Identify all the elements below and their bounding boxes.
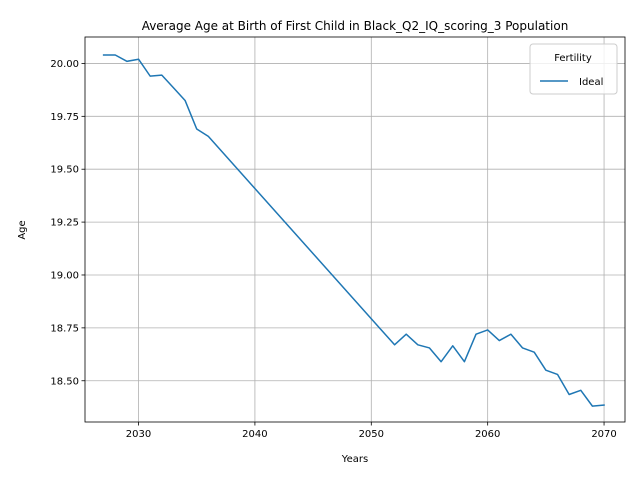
grid (85, 37, 625, 422)
chart-title: Average Age at Birth of First Child in B… (142, 19, 569, 33)
legend-label-ideal: Ideal (579, 77, 603, 88)
x-axis-label: Years (341, 454, 368, 465)
legend-title: Fertility (554, 53, 592, 64)
x-tick-label: 2030 (126, 429, 151, 440)
x-axis-ticks: 2030 2040 2050 2060 2070 (126, 422, 617, 440)
y-tick-label: 19.75 (50, 112, 79, 123)
series-line-ideal (102, 54, 605, 407)
y-tick-label: 20.00 (50, 59, 79, 70)
plot-area-frame (84, 36, 626, 423)
x-tick-label: 2050 (359, 429, 384, 440)
y-tick-label: 18.75 (50, 323, 79, 334)
legend-box (529, 43, 618, 95)
y-tick-label: 18.50 (50, 376, 79, 387)
x-tick-label: 2060 (475, 429, 500, 440)
x-tick-label: 2040 (242, 429, 267, 440)
y-tick-label: 19.50 (50, 165, 79, 176)
y-tick-label: 19.00 (50, 270, 79, 281)
y-tick-label: 19.25 (50, 218, 79, 229)
plot-lines (102, 54, 605, 407)
x-tick-label: 2070 (591, 429, 616, 440)
legend: Fertility Ideal (529, 43, 618, 95)
y-axis-label: Age (17, 220, 28, 239)
y-axis-ticks: 18.50 18.75 19.00 19.25 19.50 19.75 20.00 (50, 59, 85, 387)
